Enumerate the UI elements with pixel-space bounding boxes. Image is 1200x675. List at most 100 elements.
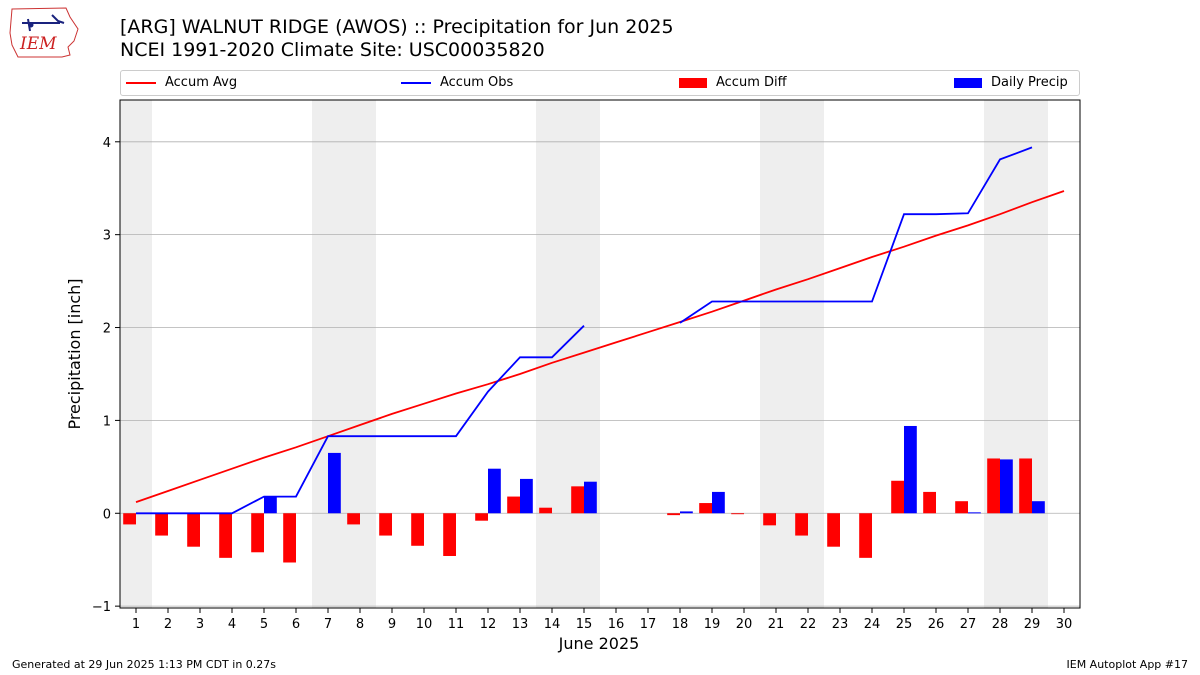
diff-bar-10 <box>411 513 424 546</box>
diff-bar-3 <box>187 513 200 547</box>
diff-bar-25 <box>891 480 904 514</box>
diff-bar-26 <box>923 491 936 514</box>
x-tick-label-16: 16 <box>608 617 625 632</box>
x-tick-label-10: 10 <box>416 617 433 632</box>
x-tick-label-28: 28 <box>992 617 1009 632</box>
y-tick-label-2: 2 <box>103 322 111 337</box>
x-tick-label-25: 25 <box>896 617 913 632</box>
diff-bar-29 <box>1019 458 1032 514</box>
diff-bar-4 <box>219 513 232 558</box>
accum-avg-line-segment-0 <box>135 190 1065 503</box>
weekend-band-15 <box>568 100 600 608</box>
y-tick-label--1: −1 <box>92 600 111 615</box>
weekend-band-8 <box>344 100 376 608</box>
y-tick-label-4: 4 <box>103 136 111 151</box>
diff-bar-22 <box>795 513 808 536</box>
x-axis-label: June 2025 <box>558 634 640 653</box>
daily-bar-29 <box>1032 501 1045 514</box>
x-tick-label-9: 9 <box>388 617 396 632</box>
x-tick-label-5: 5 <box>260 617 268 632</box>
y-tick-label-0: 0 <box>103 507 111 522</box>
legend-swatch-accum-obs <box>401 81 431 84</box>
diff-bar-6 <box>283 513 296 563</box>
daily-bar-15 <box>584 481 597 514</box>
daily-bar-28 <box>1000 459 1013 514</box>
diff-bar-19 <box>699 503 712 514</box>
legend-label-accum-diff: Accum Diff <box>716 75 787 90</box>
plot-frame <box>119 99 1081 609</box>
diff-bar-13 <box>507 496 520 514</box>
x-tick-label-24: 24 <box>864 617 881 632</box>
daily-precip-bars <box>264 425 1045 514</box>
legend-accum-avg: Accum Avg <box>126 74 237 92</box>
daily-bar-25 <box>904 425 917 514</box>
x-tick-label-8: 8 <box>356 617 364 632</box>
diff-bar-5 <box>251 513 264 553</box>
daily-bar-19 <box>712 491 725 514</box>
diff-bar-21 <box>763 513 776 526</box>
diff-bar-20 <box>731 513 744 515</box>
accum-obs-line-segment-1 <box>679 146 1033 324</box>
diff-bar-12 <box>475 513 488 521</box>
y-axis-label: Precipitation [inch] <box>65 278 84 429</box>
daily-bar-27 <box>968 512 981 514</box>
diff-bar-18 <box>667 513 680 516</box>
footer-generated: Generated at 29 Jun 2025 1:13 PM CDT in … <box>12 658 277 671</box>
accum-lines <box>135 146 1065 515</box>
daily-bar-18 <box>680 511 693 514</box>
daily-bar-7 <box>328 452 341 514</box>
weekend-band-14 <box>536 100 568 608</box>
y-tick-label-3: 3 <box>103 229 111 244</box>
x-tick-label-21: 21 <box>768 617 785 632</box>
legend-swatch-accum-diff <box>679 77 707 88</box>
x-tick-label-30: 30 <box>1056 617 1073 632</box>
x-tick-label-18: 18 <box>672 617 689 632</box>
x-tick-label-12: 12 <box>480 617 497 632</box>
legend-accum-diff: Accum Diff <box>679 74 787 92</box>
diff-bar-27 <box>955 501 968 514</box>
x-tick-label-2: 2 <box>164 617 172 632</box>
diff-bar-23 <box>827 513 840 547</box>
chart-subtitle: NCEI 1991-2020 Climate Site: USC00035820 <box>120 39 545 61</box>
x-tick-label-6: 6 <box>292 617 300 632</box>
x-tick-label-11: 11 <box>448 617 465 632</box>
logo-text: IEM <box>19 34 57 54</box>
diff-bar-11 <box>443 513 456 556</box>
accum-obs-line-segment-0 <box>136 325 585 515</box>
legend-daily-precip: Daily Precip <box>954 74 1068 92</box>
diff-bar-1 <box>123 513 136 525</box>
diff-bar-14 <box>539 507 552 514</box>
x-tick-label-4: 4 <box>228 617 236 632</box>
x-tick-label-17: 17 <box>640 617 657 632</box>
footer-app: IEM Autoplot App #17 <box>1066 658 1189 671</box>
x-tick-label-22: 22 <box>800 617 817 632</box>
chart-legend: Accum Avg Accum Obs Accum Diff Daily Pre… <box>120 70 1080 96</box>
diff-bar-8 <box>347 513 360 525</box>
iem-logo: IEM <box>9 7 79 58</box>
chart-title: [ARG] WALNUT RIDGE (AWOS) :: Precipitati… <box>120 16 674 38</box>
diff-bar-15 <box>571 486 584 514</box>
x-tick-label-19: 19 <box>704 617 721 632</box>
x-tick-label-13: 13 <box>512 617 529 632</box>
weekend-band-1 <box>120 100 152 608</box>
legend-swatch-accum-avg <box>126 81 156 84</box>
x-tick-label-1: 1 <box>132 617 140 632</box>
accum-diff-bars <box>123 458 1032 563</box>
x-tick-label-29: 29 <box>1024 617 1041 632</box>
daily-bar-13 <box>520 478 533 514</box>
legend-label-accum-obs: Accum Obs <box>440 75 514 90</box>
legend-label-daily-precip: Daily Precip <box>991 75 1068 90</box>
x-tick-label-23: 23 <box>832 617 849 632</box>
x-tick-label-7: 7 <box>324 617 332 632</box>
gridlines <box>120 141 1080 607</box>
y-tick-label-1: 1 <box>103 414 111 429</box>
weekend-band-29 <box>1016 100 1048 608</box>
legend-accum-obs: Accum Obs <box>401 74 513 92</box>
x-tick-label-15: 15 <box>576 617 593 632</box>
diff-bar-2 <box>155 513 168 536</box>
daily-bar-5 <box>264 496 277 514</box>
diff-bar-9 <box>379 513 392 536</box>
weekend-band-7 <box>312 100 344 608</box>
